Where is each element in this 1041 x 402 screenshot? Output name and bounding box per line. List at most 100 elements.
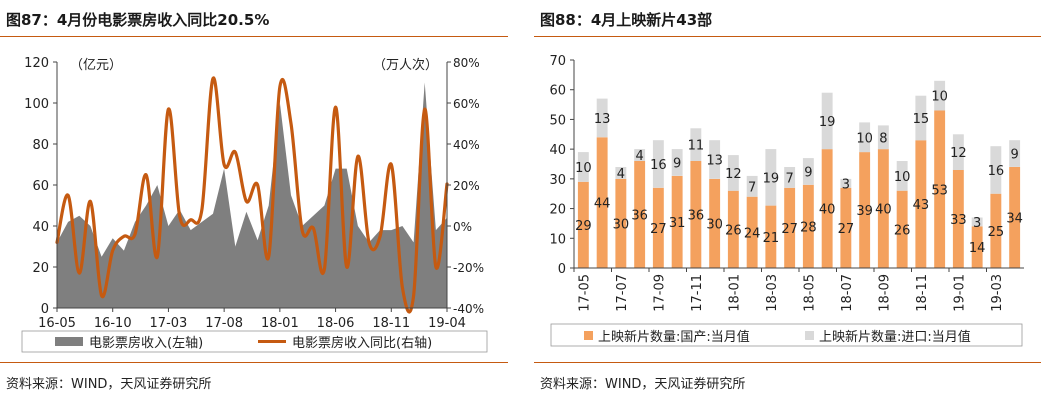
x-tick-label: 17-07 — [615, 274, 630, 312]
y-right-tick-label: -40% — [453, 302, 484, 316]
y-tick-label: 30 — [549, 173, 566, 188]
data-label-imported: 10 — [894, 170, 911, 185]
y-tick-label: 40 — [549, 143, 566, 158]
y-left-tick-label: 0 — [41, 302, 49, 317]
bar-imported — [727, 155, 739, 191]
y-right-tick-label: 20% — [453, 179, 480, 193]
data-label-imported: 11 — [688, 139, 705, 154]
data-label-domestic: 26 — [894, 223, 911, 238]
bar-domestic — [952, 169, 964, 268]
data-label-imported: 10 — [931, 90, 948, 105]
bar-domestic — [990, 193, 1002, 268]
y-tick-label: 60 — [549, 84, 566, 99]
legend-label: 上映新片数量:进口:当月值 — [819, 329, 971, 345]
chart-panel-box-office: 图87：4月份电影票房收入同比20.5% 0 20 40 60 80 100 120 -40%… — [0, 0, 508, 402]
data-label-domestic: 33 — [950, 213, 967, 228]
bar-domestic — [784, 187, 796, 268]
x-tick-label: 18-05 — [802, 274, 817, 312]
bar-imported — [990, 146, 1002, 194]
data-label-domestic: 27 — [838, 222, 855, 237]
y-left-tick-label: 100 — [24, 97, 49, 112]
data-label-domestic: 27 — [781, 222, 798, 237]
data-label-imported: 19 — [819, 115, 836, 130]
x-tick-label: 18-01 — [727, 274, 742, 312]
bar-domestic — [746, 196, 758, 268]
chart-panel-new-films: 图88：4月上映新片43部 0 10 20 30 40 50 60 70 29 10 44 13 30 4… — [534, 0, 1041, 402]
data-label-imported: 10 — [575, 161, 592, 176]
y-right-tick-label: 0% — [453, 220, 472, 234]
bar-imported — [690, 128, 702, 161]
data-label-imported: 15 — [913, 112, 930, 127]
bar-imported — [859, 122, 871, 153]
title-rule — [0, 36, 508, 37]
data-label-imported: 4 — [635, 149, 643, 164]
x-tick-label: 17-11 — [690, 274, 705, 312]
bar-imported — [671, 149, 683, 176]
data-label-imported: 12 — [725, 167, 742, 182]
data-label-domestic: 29 — [575, 219, 592, 234]
legend-label: 电影票房收入(左轴) — [89, 335, 203, 351]
legend-swatch-domestic — [584, 331, 593, 340]
bar-domestic — [727, 190, 739, 268]
bar-imported — [615, 167, 627, 179]
bar-domestic — [971, 226, 983, 268]
bar-imported — [577, 152, 589, 182]
data-label-imported: 16 — [988, 164, 1005, 179]
y-tick-label: 50 — [549, 113, 566, 128]
data-label-imported: 9 — [673, 157, 681, 172]
bar-imported — [652, 140, 664, 188]
bar-imported — [971, 217, 983, 227]
bar-imported — [896, 161, 908, 191]
data-label-domestic: 24 — [744, 226, 761, 241]
data-label-domestic: 26 — [725, 223, 742, 238]
data-label-imported: 7 — [748, 180, 756, 195]
x-tick-label: 19-04 — [428, 316, 466, 331]
data-label-domestic: 21 — [763, 231, 780, 246]
legend-swatch-area — [55, 337, 83, 346]
x-tick-label: 17-03 — [150, 316, 188, 331]
bar-imported — [840, 178, 852, 188]
data-label-domestic: 27 — [650, 222, 667, 237]
bar-domestic — [877, 149, 889, 268]
bar-domestic — [652, 187, 664, 268]
bar-imported — [765, 149, 777, 206]
y-right-tick-label: 60% — [453, 97, 480, 111]
box-office-chart: 0 20 40 60 80 100 120 -40% -20% 0% 20% 40% 60% 80% 16-… — [21, 56, 488, 353]
bar-imported — [634, 149, 646, 161]
data-label-domestic: 25 — [988, 225, 1005, 240]
data-label-imported: 13 — [594, 112, 611, 127]
bar-imported — [802, 158, 814, 185]
data-label-domestic: 53 — [931, 183, 948, 198]
data-label-imported: 3 — [842, 177, 850, 192]
y-left-tick-label: 20 — [32, 261, 49, 276]
data-label-domestic: 36 — [631, 209, 648, 224]
data-label-imported: 19 — [763, 171, 780, 186]
y-left-tick-label: 40 — [32, 220, 49, 235]
bar-imported — [934, 80, 946, 111]
data-label-imported: 7 — [785, 171, 793, 186]
bar-imported — [596, 98, 608, 138]
x-tick-label: 19-03 — [990, 274, 1005, 312]
data-label-domestic: 30 — [613, 217, 630, 232]
x-tick-label: 19-01 — [952, 274, 967, 312]
y-left-tick-label: 60 — [32, 179, 49, 194]
data-label-imported: 9 — [1010, 148, 1018, 163]
x-tick-label: 17-08 — [205, 316, 243, 331]
source-note: 资料来源：WIND，天风证券研究所 — [540, 377, 746, 392]
data-label-domestic: 36 — [688, 209, 705, 224]
data-label-domestic: 28 — [800, 220, 817, 235]
data-label-domestic: 43 — [913, 198, 930, 213]
bar-domestic — [821, 149, 833, 268]
x-tick-label: 18-11 — [915, 274, 930, 312]
data-label-domestic: 31 — [669, 216, 686, 231]
bar-domestic — [596, 137, 608, 268]
source-note: 资料来源：WIND，天风证券研究所 — [6, 377, 212, 392]
legend-swatch-imported — [805, 331, 814, 340]
bar-imported — [877, 125, 889, 150]
bar-domestic — [671, 175, 683, 268]
data-label-domestic: 34 — [1006, 212, 1023, 227]
data-label-imported: 10 — [856, 131, 873, 146]
x-tick-label: 18-07 — [840, 274, 855, 312]
data-label-domestic: 39 — [856, 204, 873, 219]
bar-domestic — [915, 140, 927, 268]
